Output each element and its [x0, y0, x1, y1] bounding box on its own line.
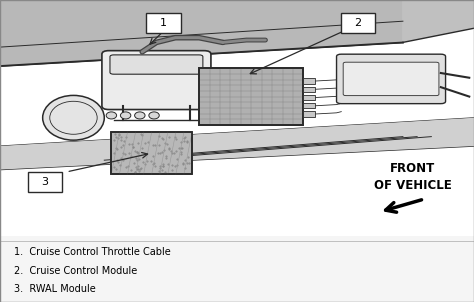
- FancyBboxPatch shape: [341, 13, 375, 33]
- FancyBboxPatch shape: [28, 172, 62, 192]
- Ellipse shape: [135, 112, 145, 119]
- FancyBboxPatch shape: [343, 62, 439, 96]
- FancyBboxPatch shape: [337, 54, 446, 104]
- Text: 3.  RWAL Module: 3. RWAL Module: [14, 284, 96, 294]
- Ellipse shape: [106, 112, 117, 119]
- Text: 1: 1: [160, 18, 167, 28]
- Bar: [199, 68, 303, 125]
- Polygon shape: [403, 0, 474, 42]
- FancyBboxPatch shape: [102, 51, 211, 110]
- Text: 2.  Cruise Control Module: 2. Cruise Control Module: [14, 266, 137, 276]
- Text: 2: 2: [354, 18, 362, 28]
- FancyBboxPatch shape: [146, 13, 181, 33]
- Polygon shape: [0, 118, 474, 170]
- Bar: [303, 111, 315, 117]
- Ellipse shape: [149, 112, 159, 119]
- Text: 3: 3: [42, 177, 48, 187]
- Bar: [303, 95, 315, 100]
- Bar: [303, 103, 315, 108]
- Text: FRONT
OF VEHICLE: FRONT OF VEHICLE: [374, 162, 451, 192]
- Text: 1.  Cruise Control Throttle Cable: 1. Cruise Control Throttle Cable: [14, 247, 171, 257]
- FancyBboxPatch shape: [110, 55, 203, 74]
- Bar: [303, 87, 315, 92]
- Ellipse shape: [120, 112, 131, 119]
- Ellipse shape: [43, 95, 104, 140]
- Bar: [303, 79, 315, 84]
- Bar: [111, 132, 192, 174]
- Bar: [199, 68, 303, 125]
- Polygon shape: [0, 0, 403, 66]
- Bar: [111, 132, 192, 174]
